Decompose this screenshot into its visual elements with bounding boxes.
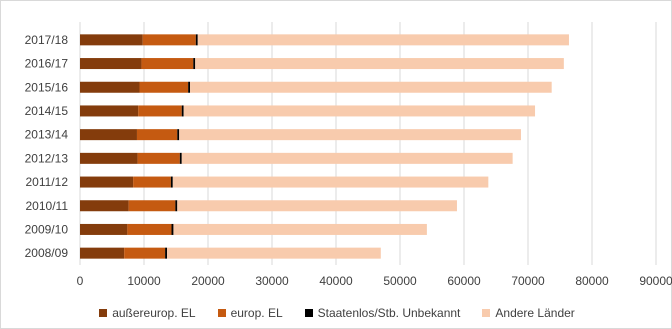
x-tick-label: 10000: [127, 274, 161, 288]
bar-segment: [80, 81, 140, 93]
legend-swatch: [217, 309, 226, 317]
legend-label: europ. EL: [230, 306, 283, 320]
bar-segment: [80, 223, 128, 235]
stacked-bar-chart: 2017/18 2016/17 2015/16 2014/15 2013/14 2012/…: [25, 22, 672, 288]
legend: außereurop. EL europ. EL Staatenlos/Stb. U…: [1, 306, 672, 320]
bar-segment: [183, 105, 536, 117]
x-tick-label: 20000: [191, 274, 225, 288]
legend-swatch: [304, 309, 313, 317]
bar-segment: [172, 176, 489, 188]
bar-segment: [124, 247, 166, 259]
bar-segment: [142, 34, 196, 46]
y-tick-label: 2015/16: [25, 80, 69, 94]
x-axis-labels: 0 10000 20000 30000 40000 50000 60000 70000 8000…: [77, 274, 672, 288]
bar-segment: [80, 105, 139, 117]
bar-segment: [138, 105, 182, 117]
bar-segment: [179, 129, 521, 141]
y-tick-label: 2014/15: [25, 104, 69, 118]
bar-segment: [170, 176, 173, 188]
bar-segment: [80, 152, 138, 164]
bar-segment: [80, 58, 142, 70]
bar-segment: [190, 81, 552, 93]
x-tick-label: 40000: [319, 274, 353, 288]
bar-segment: [141, 58, 194, 70]
y-tick-label: 2011/12: [26, 175, 69, 189]
bar-segment: [127, 223, 172, 235]
bar-segment: [197, 34, 569, 46]
bar-segment: [80, 176, 134, 188]
x-tick-label: 60000: [447, 274, 481, 288]
bar-segment: [80, 129, 137, 141]
bar-segment: [133, 176, 171, 188]
legend-swatch: [482, 309, 491, 317]
bar-segment: [188, 81, 191, 93]
y-tick-label: 2008/09: [25, 246, 69, 260]
legend-label: außereurop. EL: [112, 306, 196, 320]
bar-segment: [136, 129, 178, 141]
bars: [80, 34, 569, 259]
bar-segment: [165, 247, 168, 259]
bar-segment: [181, 152, 513, 164]
y-tick-label: 2013/14: [25, 128, 69, 142]
y-tick-label: 2010/11: [26, 199, 69, 213]
bar-segment: [195, 34, 198, 46]
x-tick-label: 0: [77, 274, 84, 288]
y-tick-label: 2012/13: [25, 151, 69, 165]
bar-segment: [137, 152, 180, 164]
bar-segment: [177, 129, 180, 141]
x-tick-label: 30000: [255, 274, 289, 288]
y-tick-label: 2017/18: [25, 33, 69, 47]
bar-segment: [80, 34, 143, 46]
bar-segment: [80, 200, 129, 212]
legend-item: europ. EL: [217, 306, 283, 320]
x-tick-label: 80000: [575, 274, 609, 288]
bar-segment: [80, 247, 125, 259]
bar-segment: [195, 58, 564, 70]
bar-segment: [177, 200, 457, 212]
y-tick-label: 2016/17: [25, 57, 69, 71]
y-tick-label: 2009/10: [25, 222, 69, 236]
bar-segment: [173, 223, 427, 235]
y-axis-labels: 2017/18 2016/17 2015/16 2014/15 2013/14 2012/…: [25, 33, 69, 260]
bar-segment: [139, 81, 189, 93]
legend-item: Staatenlos/Stb. Unbekannt: [304, 306, 461, 320]
x-tick-label: 70000: [511, 274, 545, 288]
bar-segment: [193, 58, 196, 70]
bar-segment: [181, 105, 184, 117]
legend-label: Staatenlos/Stb. Unbekannt: [317, 306, 461, 320]
bar-segment: [171, 223, 174, 235]
bar-segment: [179, 152, 182, 164]
bar-segment: [128, 200, 176, 212]
legend-swatch: [99, 309, 108, 317]
x-tick-label: 90000: [639, 274, 672, 288]
x-tick-label: 50000: [383, 274, 417, 288]
bar-segment: [175, 200, 178, 212]
legend-item: Andere Länder: [482, 306, 575, 320]
legend-item: außereurop. EL: [99, 306, 196, 320]
bar-segment: [167, 247, 381, 259]
legend-label: Andere Länder: [495, 306, 575, 320]
